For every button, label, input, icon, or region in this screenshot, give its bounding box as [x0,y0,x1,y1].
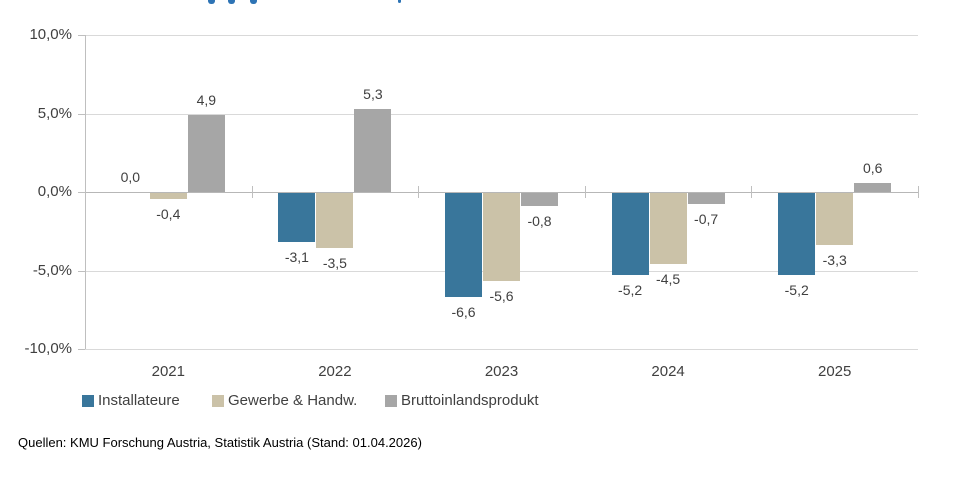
bar-bruttoinlandsprodukt-2022 [354,108,392,192]
category-tick [918,186,919,198]
y-axis-tick [78,35,85,36]
bar-value-label: -5,2 [618,281,643,298]
bar-bruttoinlandsprodukt-2025 [854,182,892,192]
bar-value-label: -3,3 [822,251,847,268]
bar-gewerbe-handw-2025 [816,193,854,245]
y-axis-tick-label: -10,0% [24,340,72,357]
legend-label: Gewerbe & Handw. [228,392,358,409]
legend-item-bruttoinlandsprodukt: Bruttoinlandsprodukt [385,393,555,409]
y-axis-tick-label: -5,0% [32,261,72,279]
legend-label: Installateure [98,392,180,409]
title-descender-fragment [208,0,215,4]
bar-installateure-2024 [611,193,649,275]
y-axis-tick [78,270,85,272]
x-axis-label-2023: 2023 [484,363,519,380]
bar-bruttoinlandsprodukt-2023 [521,193,558,206]
title-descender-fragment [228,0,235,4]
zero-axis-line [85,192,918,193]
bar-value-label: -3,5 [322,254,347,271]
gridline [85,113,918,115]
y-axis-tick [78,113,85,115]
bar-value-label: -0,8 [527,212,552,229]
bar-value-label: -5,2 [784,281,809,298]
bar-value-label: -0,7 [694,210,719,227]
legend-swatch-gewerbe-handw [212,395,224,407]
legend-swatch-installateure [82,395,94,407]
legend-swatch-bruttoinlandsprodukt [385,395,397,407]
category-tick [584,186,586,198]
gridline [85,35,918,36]
y-axis-tick-label: 10,0% [29,26,72,43]
x-axis-label-2025: 2025 [818,363,852,380]
legend-item-installateure: Installateure [82,393,252,409]
legend-item-gewerbe-handw: Gewerbe & Handw. [212,393,382,409]
bar-value-label: 0,0 [120,169,141,185]
category-tick [751,186,753,198]
source-note: Quellen: KMU Forschung Austria, Statisti… [18,435,422,450]
bar-value-label: -6,6 [451,303,476,320]
category-tick [418,186,420,198]
bar-bruttoinlandsprodukt-2024 [687,193,725,204]
category-tick [85,186,86,198]
bar-bruttoinlandsprodukt-2021 [187,115,225,192]
bar-installateure-2025 [778,193,816,275]
x-axis-label-2021: 2021 [151,363,185,380]
bar-gewerbe-handw-2021 [149,193,187,200]
title-descender-fragment [398,0,401,3]
bar-value-label: 0,6 [862,159,883,176]
y-axis-tick [78,349,85,350]
bar-value-label: 4,9 [196,92,217,109]
y-axis-tick-label: 0,0% [37,183,72,200]
bar-value-label: -4,5 [656,270,681,287]
bar-gewerbe-handw-2022 [316,193,354,248]
bar-installateure-2022 [278,193,316,242]
title-descender-fragment [250,0,257,4]
bar-value-label: -0,4 [156,206,181,223]
x-axis-label-2024: 2024 [651,363,685,380]
bar-value-label: -3,1 [284,248,309,265]
bar-gewerbe-handw-2023 [483,193,520,281]
legend-label: Bruttoinlandsprodukt [401,392,539,409]
bar-installateure-2023 [445,193,482,297]
y-axis-tick [78,192,85,193]
bar-gewerbe-handw-2024 [649,193,687,264]
y-axis-tick-label: 5,0% [37,104,72,122]
gridline [85,349,918,350]
x-axis-label-2022: 2022 [318,363,352,380]
category-tick [251,186,253,198]
bar-value-label: 5,3 [363,85,383,102]
bar-value-label: -5,6 [489,287,514,304]
